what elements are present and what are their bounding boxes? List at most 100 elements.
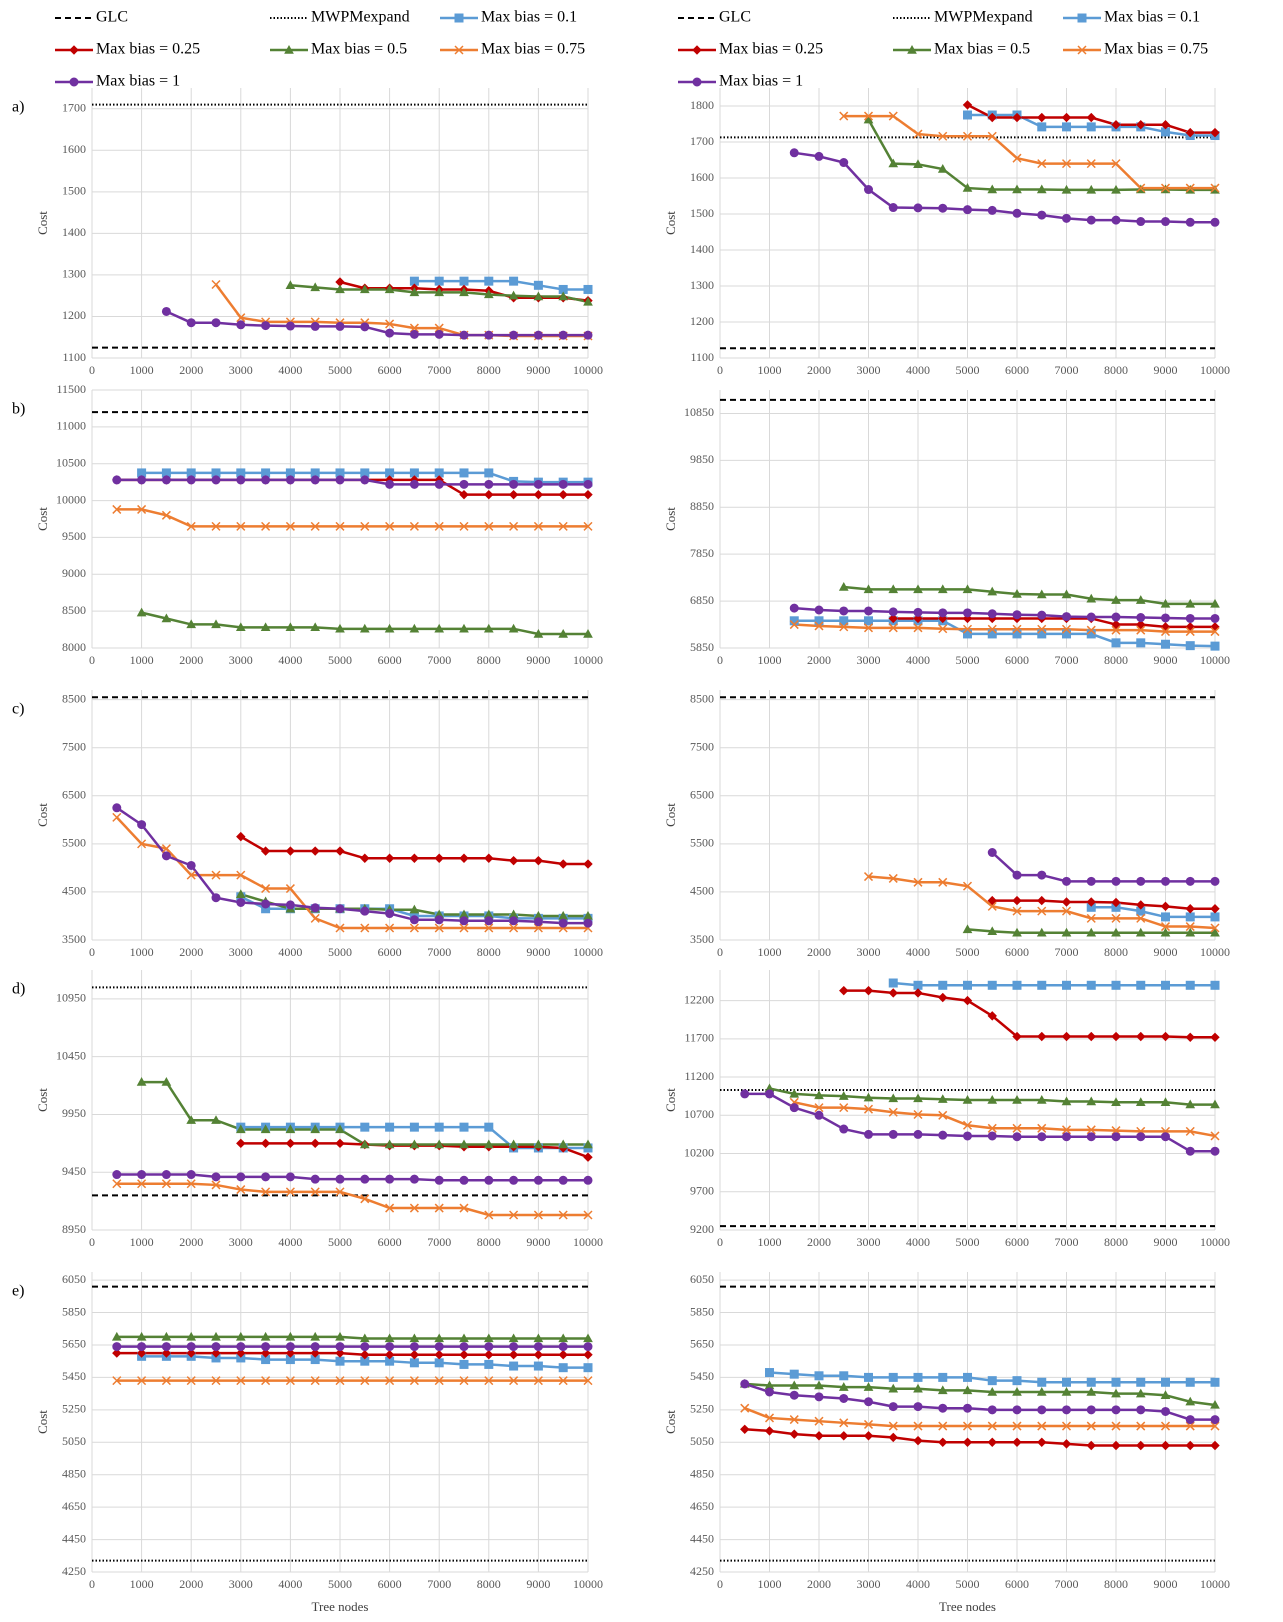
marker xyxy=(938,1130,948,1140)
marker xyxy=(285,521,295,531)
marker xyxy=(211,1172,221,1182)
marker xyxy=(161,1331,172,1341)
marker xyxy=(1012,1386,1022,1396)
marker xyxy=(888,1129,898,1139)
series-line xyxy=(793,1101,1216,1138)
x-tick-label: 7000 xyxy=(1055,363,1079,377)
marker xyxy=(987,1405,997,1415)
marker xyxy=(864,1397,873,1407)
marker xyxy=(1111,1097,1121,1106)
marker xyxy=(1037,870,1047,880)
legend-label: Max bias = 1 xyxy=(719,73,803,90)
marker xyxy=(533,1349,544,1360)
marker xyxy=(459,1342,469,1352)
y-tick-label: 4850 xyxy=(62,1466,86,1480)
marker xyxy=(459,1333,469,1343)
marker xyxy=(211,1115,221,1124)
marker xyxy=(284,44,294,54)
y-tick-label: 7500 xyxy=(62,739,86,753)
x-tick-label: 10000 xyxy=(1200,1577,1230,1591)
x-axis-label: Tree nodes xyxy=(939,1599,996,1614)
marker xyxy=(1062,1405,1071,1415)
marker xyxy=(459,853,469,863)
y-axis-label: Cost xyxy=(35,803,50,827)
marker xyxy=(508,855,519,866)
y-tick-label: 1200 xyxy=(690,314,714,328)
marker xyxy=(1210,1440,1220,1451)
marker xyxy=(1210,1131,1220,1141)
series-line xyxy=(843,989,1215,1039)
marker xyxy=(839,1393,849,1403)
y-tick-label: 1600 xyxy=(690,170,714,184)
marker xyxy=(962,624,973,634)
x-tick-label: 7000 xyxy=(427,1577,451,1591)
y-tick-label: 8500 xyxy=(62,603,86,617)
marker xyxy=(1185,922,1195,932)
marker xyxy=(558,1210,568,1220)
series-line xyxy=(214,283,588,338)
marker xyxy=(839,985,849,996)
marker xyxy=(863,111,874,121)
y-tick-label: 5650 xyxy=(690,1337,714,1351)
y-tick-label: 1200 xyxy=(62,308,86,322)
x-tick-label: 3000 xyxy=(229,1235,253,1249)
marker xyxy=(508,1333,519,1343)
marker xyxy=(814,616,824,626)
y-tick-label: 6500 xyxy=(690,788,714,802)
marker xyxy=(484,468,494,478)
marker xyxy=(310,475,320,485)
marker xyxy=(112,1170,122,1180)
marker xyxy=(509,916,519,926)
marker xyxy=(1111,1031,1121,1042)
marker xyxy=(1160,1097,1171,1106)
marker xyxy=(211,1348,221,1358)
marker xyxy=(1012,1123,1022,1133)
y-tick-label: 1500 xyxy=(690,206,714,220)
marker xyxy=(409,1349,420,1360)
marker xyxy=(1086,897,1096,907)
marker xyxy=(1036,184,1047,194)
x-tick-label: 6000 xyxy=(1005,653,1029,667)
marker xyxy=(236,1185,246,1195)
marker xyxy=(864,1129,873,1139)
marker xyxy=(1012,208,1022,218)
marker xyxy=(1210,1415,1220,1425)
x-tick-label: 9000 xyxy=(526,653,550,667)
marker xyxy=(863,1104,874,1114)
marker xyxy=(236,1348,246,1358)
marker xyxy=(1111,1377,1121,1387)
marker xyxy=(1012,589,1022,598)
marker xyxy=(583,284,593,294)
x-tick-label: 8000 xyxy=(477,363,501,377)
marker xyxy=(409,1342,419,1352)
marker xyxy=(740,1424,750,1435)
marker xyxy=(839,1418,849,1428)
marker xyxy=(1185,1126,1195,1136)
marker xyxy=(913,1421,923,1431)
marker xyxy=(987,901,997,911)
marker xyxy=(1037,906,1047,916)
marker xyxy=(1185,904,1195,914)
marker xyxy=(1086,913,1096,923)
chart: 8950 9450 9950 10450 10950 0 1000 2000 3000 4000 5… xyxy=(12,970,603,1249)
marker xyxy=(409,1122,419,1132)
marker xyxy=(1161,613,1170,623)
y-tick-label: 4250 xyxy=(62,1564,86,1578)
y-tick-label: 4250 xyxy=(690,1564,714,1578)
marker xyxy=(360,1194,370,1204)
marker xyxy=(385,909,395,919)
marker xyxy=(888,1432,898,1443)
marker xyxy=(1012,980,1022,990)
marker xyxy=(1037,159,1047,169)
y-tick-label: 1300 xyxy=(690,278,714,292)
marker xyxy=(483,623,494,633)
marker xyxy=(186,870,196,880)
marker xyxy=(1036,1094,1047,1104)
x-tick-label: 6000 xyxy=(1005,1577,1029,1591)
marker xyxy=(1111,980,1121,990)
marker xyxy=(789,1415,799,1425)
marker xyxy=(1086,112,1096,123)
marker xyxy=(789,148,799,158)
marker xyxy=(483,1139,494,1149)
marker xyxy=(987,926,998,936)
